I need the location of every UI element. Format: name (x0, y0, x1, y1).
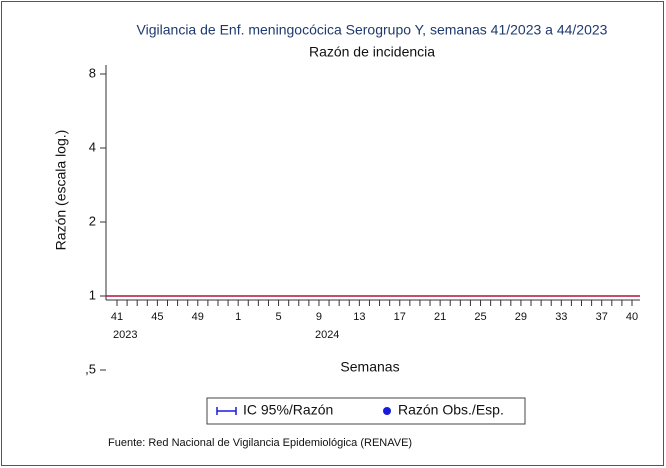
chart-subtitle: Razón de incidencia (309, 44, 435, 60)
x-tick-label: 37 (596, 311, 608, 323)
x-tick-label: 21 (434, 311, 446, 323)
x-tick-label: 29 (515, 311, 527, 323)
x-tick-label: 49 (192, 311, 204, 323)
x-tick-label: 1 (235, 311, 241, 323)
y-tick-label: 2 (89, 213, 96, 228)
x-axis-title: Semanas (340, 359, 399, 375)
x-tick-label: 33 (555, 311, 567, 323)
x-year-label: 2023 (113, 329, 137, 341)
x-tick-label: 13 (353, 311, 365, 323)
x-tick-label: 17 (394, 311, 406, 323)
chart-title: Vigilancia de Enf. meningocócica Serogru… (137, 22, 608, 38)
legend-swatch (383, 407, 391, 415)
legend-label: Razón Obs./Esp. (398, 402, 504, 418)
y-axis-title: Razón (escala log.) (53, 130, 69, 251)
x-year-label: 2024 (315, 329, 339, 341)
x-tick-label: 40 (626, 311, 638, 323)
legend (206, 397, 526, 425)
y-tick-label: 1 (89, 287, 96, 302)
x-tick-label: 41 (111, 311, 123, 323)
x-tick-label: 5 (276, 311, 282, 323)
x-tick-label: 25 (474, 311, 486, 323)
source-note: Fuente: Red Nacional de Vigilancia Epide… (108, 437, 412, 449)
y-tick-label: 4 (89, 139, 96, 154)
x-tick-label: 9 (316, 311, 322, 323)
y-tick-label: ,5 (85, 361, 96, 376)
legend-label: IC 95%/Razón (243, 402, 333, 418)
y-tick-label: 8 (89, 65, 96, 80)
x-tick-label: 45 (151, 311, 163, 323)
